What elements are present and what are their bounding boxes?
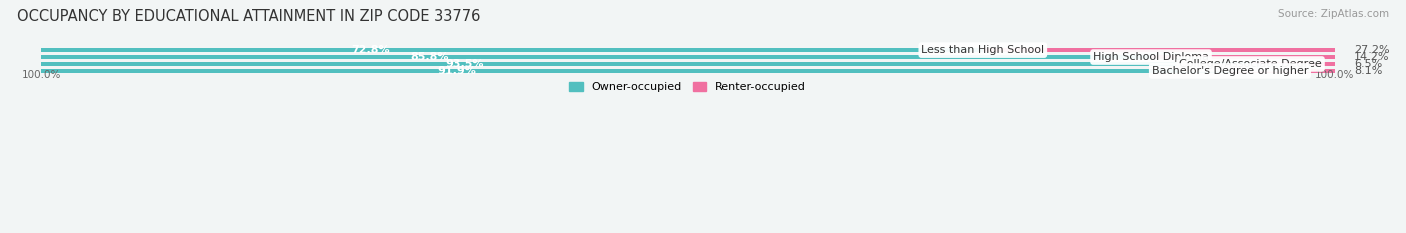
Text: 93.5%: 93.5% — [446, 59, 484, 69]
Bar — [983, 48, 1334, 52]
Text: Bachelor's Degree or higher: Bachelor's Degree or higher — [1152, 66, 1308, 76]
Bar — [41, 69, 1230, 73]
Bar — [1230, 69, 1334, 73]
Text: Less than High School: Less than High School — [921, 45, 1045, 55]
Legend: Owner-occupied, Renter-occupied: Owner-occupied, Renter-occupied — [569, 82, 806, 92]
Text: 8.1%: 8.1% — [1354, 66, 1382, 76]
Bar — [41, 55, 1334, 59]
Text: 100.0%: 100.0% — [1315, 70, 1354, 80]
Text: 85.8%: 85.8% — [411, 52, 449, 62]
Text: Source: ZipAtlas.com: Source: ZipAtlas.com — [1278, 9, 1389, 19]
Text: 14.2%: 14.2% — [1354, 52, 1389, 62]
Bar — [41, 48, 983, 52]
Bar — [41, 62, 1250, 66]
Text: 6.5%: 6.5% — [1354, 59, 1382, 69]
Text: 100.0%: 100.0% — [21, 70, 60, 80]
Bar — [1250, 62, 1334, 66]
Text: High School Diploma: High School Diploma — [1092, 52, 1209, 62]
Text: 27.2%: 27.2% — [1354, 45, 1389, 55]
Text: 91.9%: 91.9% — [437, 66, 477, 76]
Text: 72.8%: 72.8% — [352, 45, 389, 55]
Text: OCCUPANCY BY EDUCATIONAL ATTAINMENT IN ZIP CODE 33776: OCCUPANCY BY EDUCATIONAL ATTAINMENT IN Z… — [17, 9, 481, 24]
Bar — [41, 69, 1334, 73]
Bar — [41, 48, 1334, 52]
Text: College/Associate Degree: College/Associate Degree — [1180, 59, 1322, 69]
Bar — [1152, 55, 1334, 59]
Bar — [41, 62, 1334, 66]
Bar — [41, 55, 1152, 59]
